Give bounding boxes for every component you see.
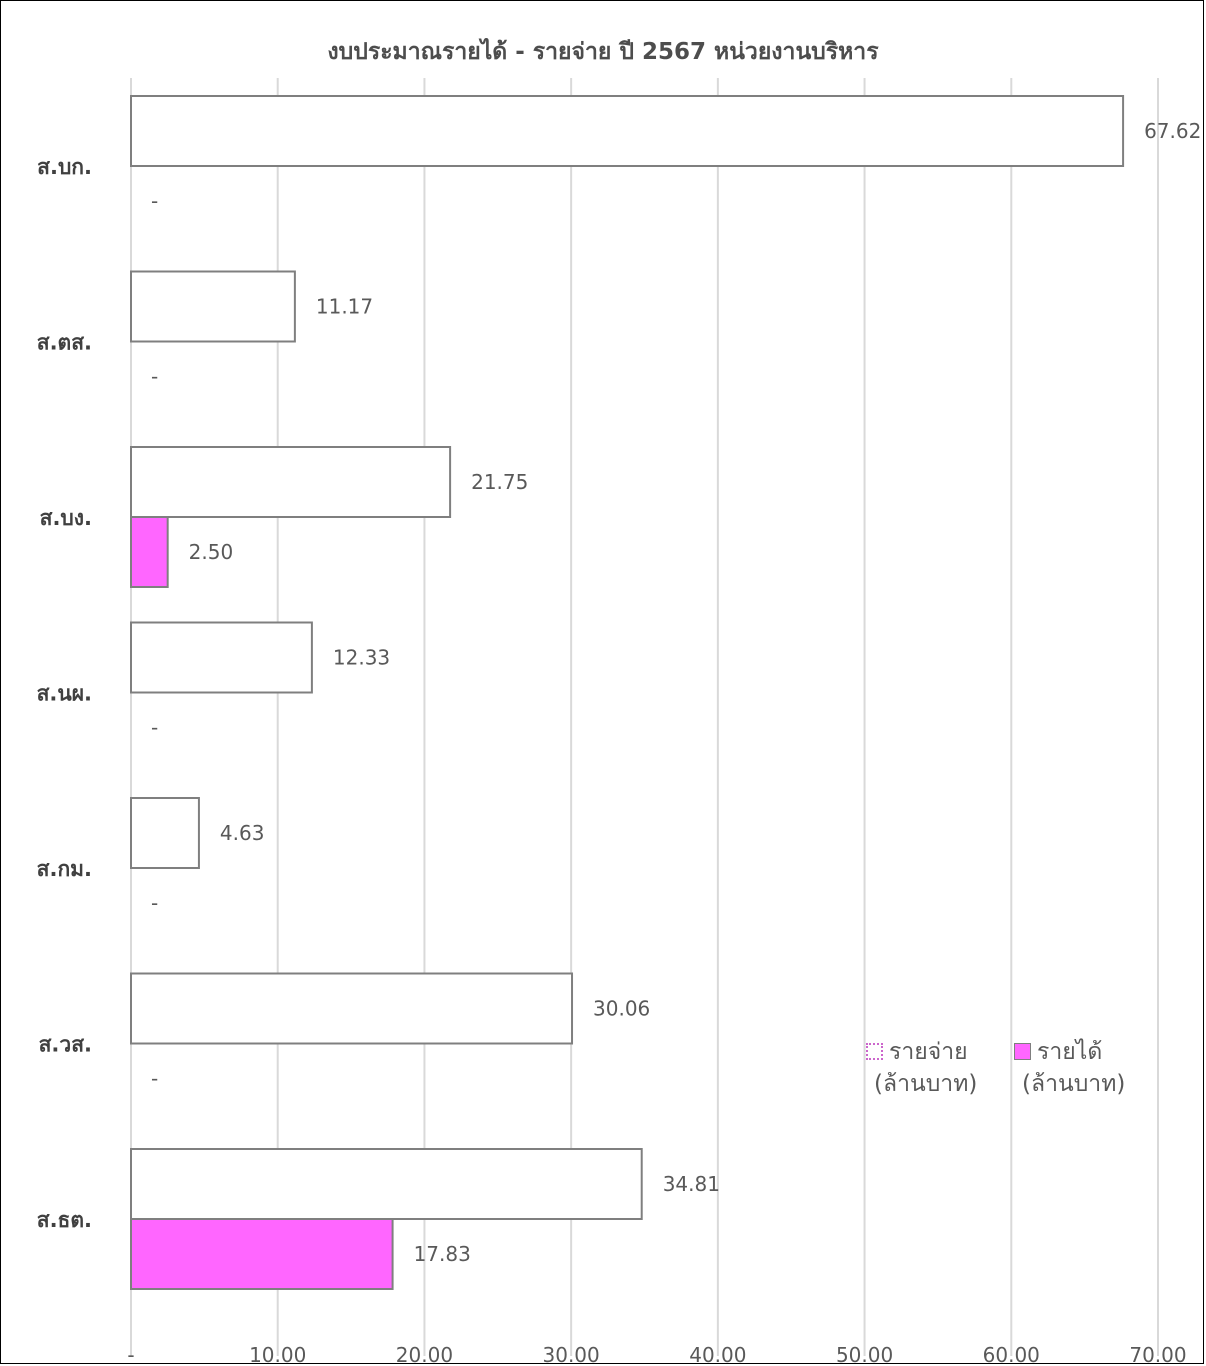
legend-label-income-line2: (ล้านบาท) bbox=[1022, 1071, 1126, 1097]
expense-bar bbox=[130, 972, 574, 1045]
category-label: ส.ตส. bbox=[37, 331, 92, 355]
income-bar bbox=[130, 516, 169, 588]
legend-swatch-income bbox=[1014, 1043, 1031, 1060]
income-data-label: - bbox=[151, 716, 158, 740]
x-tick-label: 50.00 bbox=[836, 1343, 893, 1366]
income-data-label: - bbox=[151, 189, 158, 213]
legend-item-expense: รายจ่าย (ล้านบาท) bbox=[866, 1036, 977, 1100]
x-tick-label: 60.00 bbox=[983, 1343, 1040, 1366]
chart-title: งบประมาณรายได้ - รายจ่าย ปี 2567 หน่วยงา… bbox=[327, 39, 879, 65]
legend-label-income-line1: รายได้ bbox=[1037, 1039, 1103, 1065]
expense-data-label: 11.17 bbox=[316, 295, 373, 319]
expense-data-label: 12.33 bbox=[333, 646, 390, 670]
expense-bar bbox=[130, 95, 1125, 167]
income-data-label: - bbox=[151, 365, 158, 389]
category-label: ส.บง. bbox=[40, 506, 92, 530]
category-label: ส.ธต. bbox=[37, 1208, 92, 1232]
x-tick-label: 30.00 bbox=[543, 1343, 600, 1366]
expense-data-label: 30.06 bbox=[593, 997, 650, 1021]
income-data-label: - bbox=[151, 1067, 158, 1091]
x-tick-label: - bbox=[127, 1343, 134, 1366]
income-data-label: 2.50 bbox=[189, 540, 234, 564]
expense-data-label: 67.62 bbox=[1144, 119, 1201, 143]
x-tick-label: 40.00 bbox=[689, 1343, 746, 1366]
expense-data-label: 34.81 bbox=[663, 1172, 720, 1196]
category-label: ส.วส. bbox=[39, 1033, 92, 1057]
x-tick-label: 20.00 bbox=[396, 1343, 453, 1366]
legend-swatch-expense bbox=[866, 1043, 883, 1060]
legend-label-expense-line1: รายจ่าย bbox=[889, 1039, 968, 1065]
category-label: ส.บก. bbox=[37, 155, 92, 179]
income-data-label: 17.83 bbox=[414, 1242, 471, 1266]
expense-bar bbox=[130, 1148, 643, 1220]
expense-bar bbox=[130, 446, 452, 518]
category-label: ส.กม. bbox=[37, 857, 92, 881]
income-bar bbox=[130, 1218, 394, 1290]
x-tick-label: 70.00 bbox=[1129, 1343, 1186, 1366]
legend-label-expense-line2: (ล้านบาท) bbox=[874, 1071, 978, 1097]
expense-data-label: 4.63 bbox=[220, 821, 265, 845]
expense-data-label: 21.75 bbox=[471, 470, 528, 494]
x-tick-label: 10.00 bbox=[249, 1343, 306, 1366]
expense-bar bbox=[130, 621, 313, 694]
expense-bar bbox=[130, 797, 200, 869]
expense-bar bbox=[130, 270, 296, 343]
category-label: ส.นผ. bbox=[37, 682, 92, 706]
legend-item-income: รายได้ (ล้านบาท) bbox=[1014, 1036, 1125, 1100]
income-data-label: - bbox=[151, 891, 158, 915]
